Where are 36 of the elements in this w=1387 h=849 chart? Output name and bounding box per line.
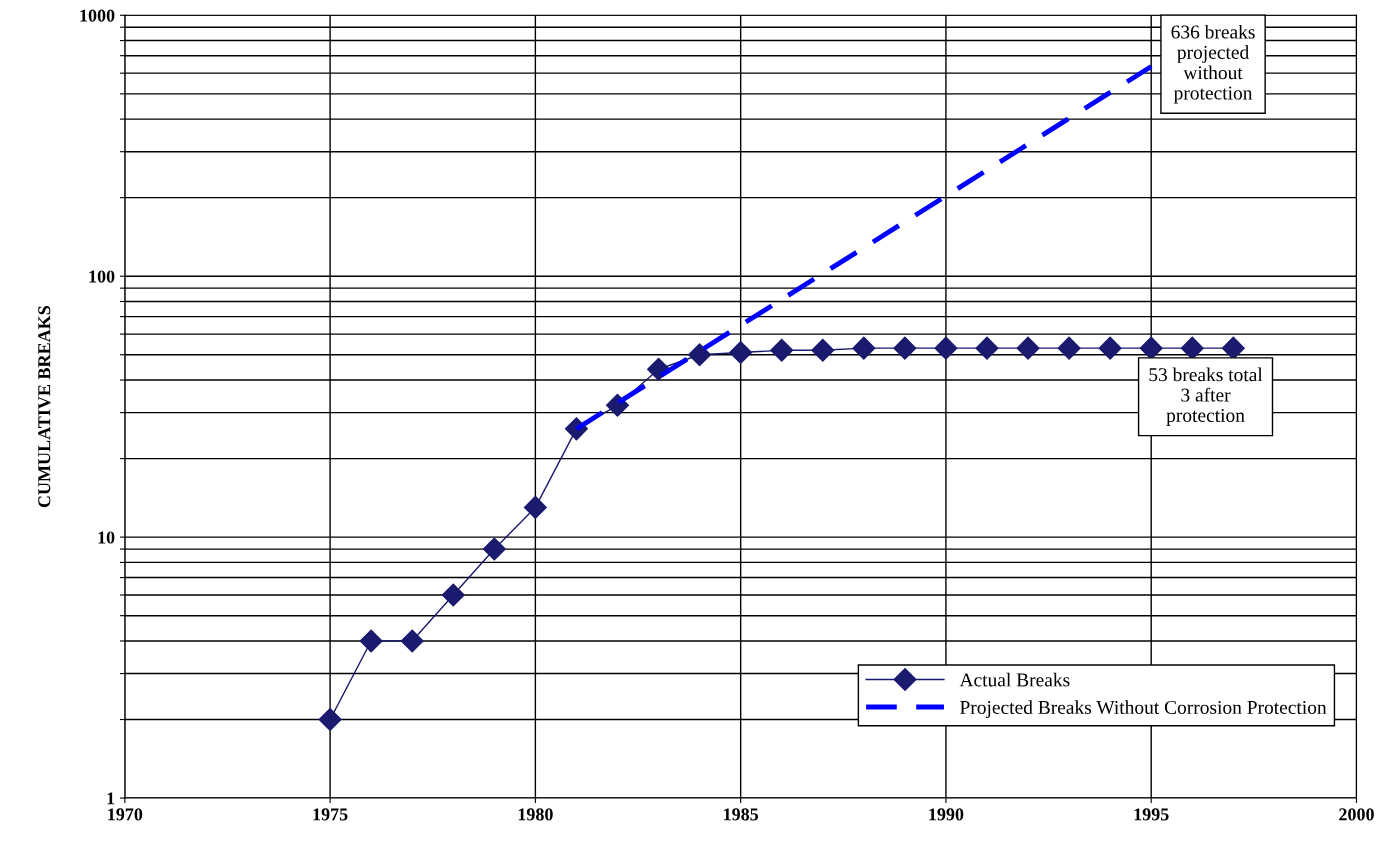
- y-tick-label: 1: [107, 792, 115, 805]
- point: [1180, 336, 1204, 360]
- point: [893, 336, 917, 360]
- point: [1098, 336, 1122, 360]
- point: [770, 338, 794, 362]
- annotation: 53 breaks total 3 after protection: [1149, 367, 1263, 426]
- point: [934, 336, 958, 360]
- point: [688, 343, 712, 367]
- point: [441, 583, 465, 607]
- point: [811, 338, 835, 362]
- point: [852, 336, 876, 360]
- point: [1057, 336, 1081, 360]
- point: [359, 629, 383, 653]
- x-tick-label: 1975: [313, 808, 348, 821]
- point: [318, 708, 342, 732]
- x-tick-label: 1985: [724, 808, 759, 821]
- annotation: 636 breaks projected without protection: [1171, 24, 1255, 104]
- point: [482, 537, 506, 561]
- point: [975, 336, 999, 360]
- x-tick-label: 1995: [1134, 808, 1169, 821]
- legend-label: Projected Breaks Without Corrosion Protection: [960, 700, 1327, 718]
- point: [729, 341, 753, 365]
- point: [523, 495, 547, 519]
- x-tick-label: 1980: [518, 808, 553, 821]
- y-tick-label: 1000: [80, 9, 115, 22]
- x-tick-label: 2000: [1339, 808, 1374, 821]
- y-axis-title: CUMULATIVE BREAKS: [38, 306, 51, 508]
- point: [1016, 336, 1040, 360]
- y-tick-label: 100: [89, 270, 115, 283]
- x-tick-label: 1970: [108, 808, 143, 821]
- legend-label: Actual Breaks: [959, 672, 1070, 687]
- point: [400, 629, 424, 653]
- point: [1221, 336, 1245, 360]
- point: [1139, 336, 1163, 360]
- y-tick-label: 10: [98, 531, 115, 544]
- x-tick-label: 1990: [929, 808, 964, 821]
